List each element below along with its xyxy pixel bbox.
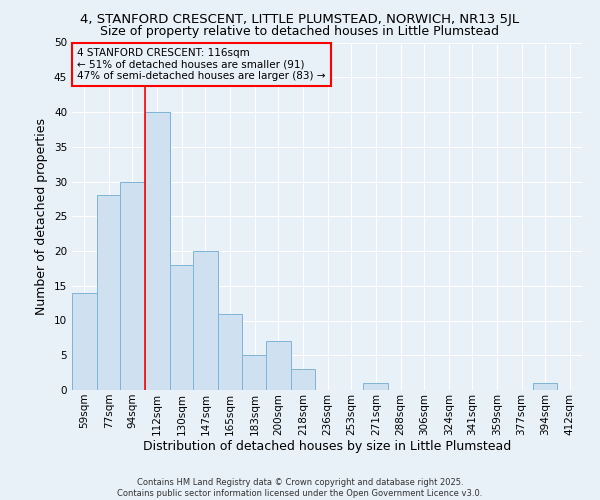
Bar [290, 369, 316, 390]
Bar [533, 383, 557, 390]
Bar [242, 355, 267, 390]
X-axis label: Distribution of detached houses by size in Little Plumstead: Distribution of detached houses by size … [143, 440, 511, 454]
Bar [193, 251, 218, 390]
Bar [72, 292, 97, 390]
Bar [120, 182, 145, 390]
Text: Contains HM Land Registry data © Crown copyright and database right 2025.
Contai: Contains HM Land Registry data © Crown c… [118, 478, 482, 498]
Bar [218, 314, 242, 390]
Bar [145, 112, 170, 390]
Bar [364, 383, 388, 390]
Bar [170, 265, 194, 390]
Text: Size of property relative to detached houses in Little Plumstead: Size of property relative to detached ho… [101, 25, 499, 38]
Y-axis label: Number of detached properties: Number of detached properties [35, 118, 49, 315]
Text: 4 STANFORD CRESCENT: 116sqm
← 51% of detached houses are smaller (91)
47% of sem: 4 STANFORD CRESCENT: 116sqm ← 51% of det… [77, 48, 326, 81]
Bar [266, 342, 290, 390]
Text: 4, STANFORD CRESCENT, LITTLE PLUMSTEAD, NORWICH, NR13 5JL: 4, STANFORD CRESCENT, LITTLE PLUMSTEAD, … [80, 12, 520, 26]
Bar [97, 196, 121, 390]
